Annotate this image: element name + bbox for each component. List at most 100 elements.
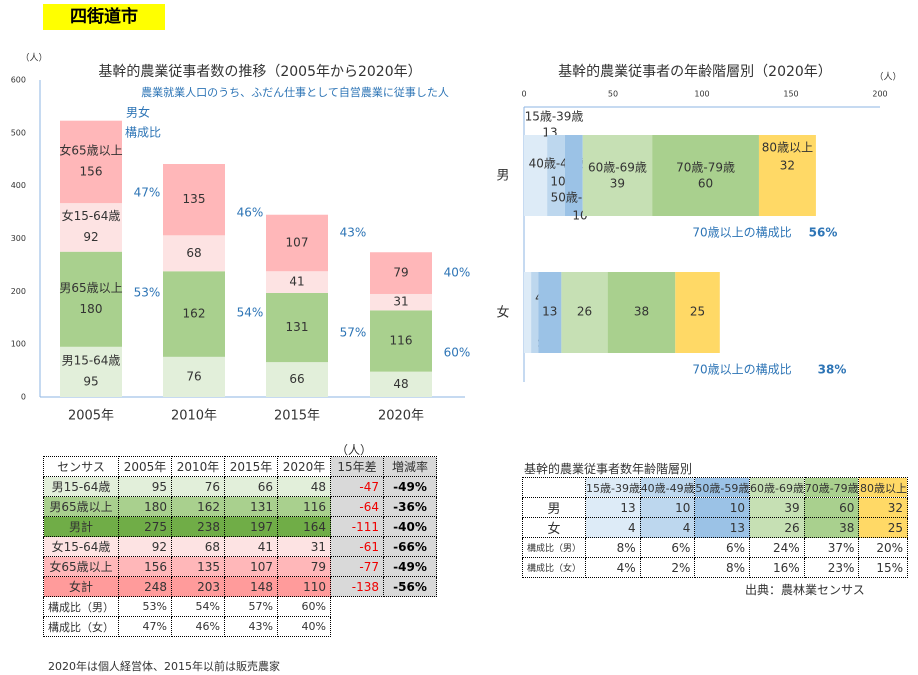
table-row: 男 13 10 10 39 60 32 — [521, 497, 908, 518]
table-cell: -47 — [330, 476, 384, 497]
bar-segment — [163, 271, 225, 357]
y-tick: 300 — [11, 234, 26, 243]
table-cell: 20% — [858, 537, 908, 558]
table-row: 男65歳以上 180 162 131 116 -64 -36% — [43, 496, 437, 517]
table-row: 男15-64歳 95 76 66 48 -47 -49% — [43, 476, 437, 497]
table-cell: 43% — [224, 616, 278, 637]
data-label: 48 — [393, 377, 408, 391]
data-label: 162 — [183, 307, 206, 321]
table-cell: 38 — [803, 517, 860, 538]
x-tick: 50 — [608, 90, 618, 99]
table-cell: -77 — [330, 556, 384, 577]
y-tick: 女 — [496, 305, 509, 321]
over70-label: 70歳以上の構成比 — [692, 226, 791, 240]
table-cell: 37% — [803, 537, 860, 558]
table-cell: 41 — [224, 536, 278, 557]
segment-label: 70歳-79歳 — [676, 161, 735, 175]
bar-segment — [266, 271, 328, 293]
table-cell: 女15-64歳 — [43, 536, 119, 557]
bar-segment — [531, 272, 539, 353]
bar-segment — [60, 346, 122, 397]
x-tick: 2020年 — [378, 409, 424, 424]
y-tick: 男 — [496, 169, 509, 184]
table-cell: 男 — [521, 497, 587, 518]
data-label: 10 — [550, 175, 565, 189]
data-label: 180 — [80, 302, 103, 316]
table-cell: 76 — [171, 476, 225, 497]
bar-segment — [266, 292, 328, 363]
table-cell: 40% — [277, 616, 331, 637]
table-cell: 66 — [224, 476, 278, 497]
bar-segment — [370, 293, 432, 311]
table-cell: 13 — [585, 497, 641, 518]
female-ratio: 43% — [340, 226, 367, 240]
table-cell: 16% — [749, 557, 805, 578]
segment-label: 15歳-39歳 — [525, 110, 584, 124]
table-cell: 構成比（男） — [43, 596, 119, 617]
table-cell: 47% — [118, 616, 172, 637]
data-label: 68 — [186, 246, 201, 260]
table-cell: 39 — [749, 497, 805, 518]
table-cell: 60 — [803, 497, 860, 518]
table-cell: 4 — [585, 517, 641, 538]
table-cell: 男計 — [43, 516, 119, 537]
bar-segment — [758, 135, 816, 216]
table-cell: -66% — [383, 536, 437, 557]
table-cell — [521, 477, 587, 498]
table-row: 男計 275 238 197 164 -111 -40% — [43, 516, 437, 537]
table-cell: 238 — [171, 516, 225, 537]
male-ratio: 54% — [237, 306, 264, 320]
table-cell: 15% — [858, 557, 908, 578]
over70-label: 70歳以上の構成比 — [692, 363, 791, 377]
table-cell: 2% — [639, 557, 696, 578]
table-cell: 40歳-49歳 — [639, 477, 696, 498]
charts: 0100200300400500600（人）基幹的農業従事者数の推移（2005年… — [11, 53, 902, 424]
table-cell: 48 — [277, 476, 331, 497]
bar-segment — [561, 272, 608, 353]
source: 出典：農林業センサス — [745, 583, 865, 597]
table-cell: 女65歳以上 — [43, 556, 119, 577]
bar-segment — [60, 203, 122, 252]
table-cell: 10 — [694, 497, 751, 518]
male-ratio: 53% — [134, 286, 161, 300]
x-tick: 2010年 — [171, 409, 217, 424]
bar-segment — [538, 272, 562, 353]
table-cell: 60% — [277, 596, 331, 617]
segment-label: 80歳以上 — [762, 141, 813, 155]
table-cell: 68 — [171, 536, 225, 557]
table-cell: 男15-64歳 — [43, 476, 119, 497]
data-label: 66 — [289, 372, 304, 386]
data-label: 156 — [80, 164, 103, 178]
table-cell: 46% — [171, 616, 225, 637]
data-label: 107 — [286, 235, 309, 249]
table-cell: 57% — [224, 596, 278, 617]
table-cell: 275 — [118, 516, 172, 537]
y-tick: 200 — [11, 287, 26, 296]
table-cell: 4 — [639, 517, 696, 538]
data-label: 116 — [390, 333, 413, 347]
data-label: 31 — [393, 295, 408, 309]
table-cell: 2015年 — [224, 456, 278, 477]
segment-label: 男15-64歳 — [62, 353, 121, 367]
bar-segment — [163, 164, 225, 236]
table-cell: 10 — [639, 497, 696, 518]
table-cell: 107 — [224, 556, 278, 577]
male-ratio: 60% — [444, 346, 471, 360]
data-label: 39 — [610, 177, 625, 191]
x-tick: 100 — [694, 90, 709, 99]
table-cell: 15歳-39歳 — [585, 477, 641, 498]
data-label: 135 — [183, 192, 206, 206]
table-cell: 8% — [585, 537, 641, 558]
table-cell: 110 — [277, 576, 331, 597]
footnote: 2020年は個人経営体、2015年以前は販売農家 — [48, 660, 280, 673]
age-table: 15歳-39歳 40歳-49歳 50歳-59歳 60歳-69歳 70歳-79歳 80歳以上… — [521, 477, 908, 578]
table-cell: 女計 — [43, 576, 119, 597]
over70-value: 56% — [809, 226, 838, 240]
table-row: 構成比（女） 47% 46% 43% 40% — [43, 616, 437, 637]
data-label: 26 — [577, 305, 592, 319]
segment-label: 女65歳以上 — [59, 142, 122, 157]
table-cell: -61 — [330, 536, 384, 557]
table-cell: 53% — [118, 596, 172, 617]
table-cell: 女 — [521, 517, 587, 538]
table-cell: -49% — [383, 476, 437, 497]
